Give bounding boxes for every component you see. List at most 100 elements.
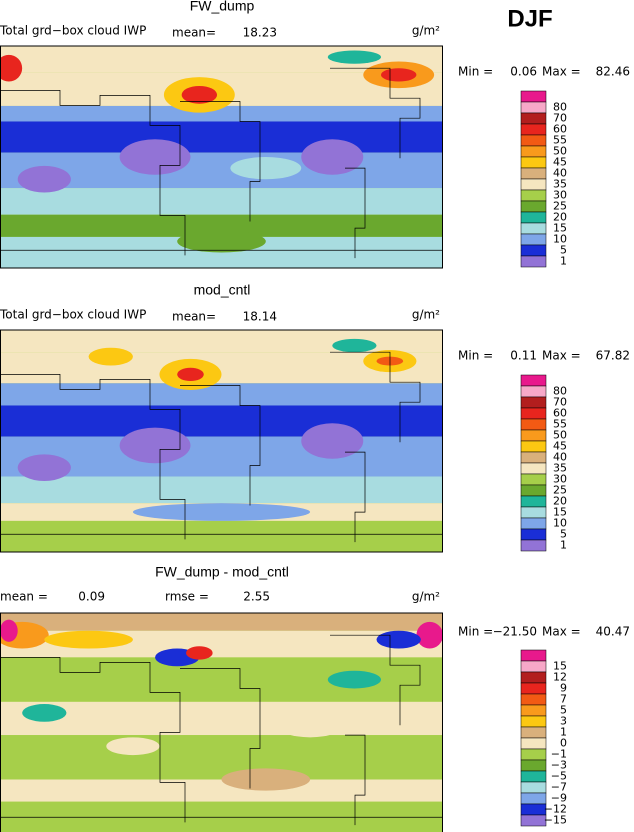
colorbar-label: 5 bbox=[560, 244, 567, 257]
min-label: Min = bbox=[458, 625, 493, 639]
colorbar-label: 50 bbox=[553, 145, 567, 158]
colorbar-box bbox=[520, 770, 547, 783]
colorbar-label: 45 bbox=[553, 440, 567, 453]
contour-band bbox=[0, 405, 443, 437]
contour-blob bbox=[186, 646, 213, 660]
colorbar-box bbox=[520, 682, 547, 695]
colorbar-label: 50 bbox=[553, 429, 567, 442]
colorbar-box bbox=[520, 244, 547, 257]
colorbar-label: 70 bbox=[553, 112, 567, 125]
colorbar-label: 70 bbox=[553, 396, 567, 409]
colorbar-label: 1 bbox=[560, 726, 567, 739]
contour-map bbox=[0, 613, 443, 832]
colorbar-label: 0 bbox=[560, 737, 567, 750]
colorbar-label: 10 bbox=[553, 233, 567, 246]
colorbar-label: 10 bbox=[553, 517, 567, 530]
colorbar-box bbox=[520, 145, 547, 158]
colorbar-label: 15 bbox=[553, 222, 567, 235]
colorbar-label: 5 bbox=[560, 528, 567, 541]
colorbar-label: 80 bbox=[553, 101, 567, 114]
colorbar-box bbox=[520, 385, 547, 398]
contour-blob bbox=[274, 710, 346, 738]
colorbar-box bbox=[520, 462, 547, 475]
max-label: Max = bbox=[542, 625, 581, 639]
colorbar-box bbox=[520, 660, 547, 673]
colorbar-label: −7 bbox=[551, 781, 567, 794]
contour-band bbox=[0, 476, 443, 504]
colorbar-label: 12 bbox=[553, 671, 567, 684]
colorbar-label: −15 bbox=[544, 814, 567, 827]
colorbar-label: 40 bbox=[553, 451, 567, 464]
colorbar-box bbox=[520, 748, 547, 761]
contour-band bbox=[0, 214, 443, 237]
min-label: Min = bbox=[458, 349, 493, 363]
contour-blob bbox=[327, 50, 381, 64]
contour-band bbox=[0, 383, 443, 406]
colorbar-label: −12 bbox=[544, 803, 567, 816]
colorbar-label: 20 bbox=[553, 495, 567, 508]
contour-blob bbox=[106, 737, 160, 756]
colorbar-box bbox=[520, 649, 547, 662]
colorbar-box bbox=[520, 101, 547, 114]
colorbar-label: 15 bbox=[553, 660, 567, 673]
colorbar-box bbox=[520, 90, 547, 103]
colorbar-box bbox=[520, 726, 547, 739]
contour-band bbox=[0, 330, 443, 353]
map-frame bbox=[0, 612, 443, 832]
max-value: 67.82 bbox=[596, 349, 630, 363]
stat-value: 2.55 bbox=[243, 590, 270, 604]
colorbar-box bbox=[520, 156, 547, 169]
contour-blob bbox=[327, 670, 381, 689]
contour-blob bbox=[376, 630, 421, 649]
contour-blob bbox=[416, 621, 443, 649]
contour-blob bbox=[88, 347, 133, 366]
colorbar-label: 80 bbox=[553, 385, 567, 398]
stat-label: mean = bbox=[0, 590, 48, 604]
contour-map bbox=[0, 330, 443, 552]
colorbar-box bbox=[520, 429, 547, 442]
stat-label: mean= bbox=[172, 26, 216, 40]
colorbar-box bbox=[520, 123, 547, 136]
colorbar-label: −3 bbox=[551, 759, 567, 772]
contour-blob bbox=[221, 768, 311, 791]
contour-blob bbox=[22, 704, 67, 722]
panel-title: FW_dump bbox=[190, 0, 255, 14]
contour-band bbox=[0, 801, 443, 832]
coastline bbox=[0, 67, 443, 259]
colorbar-box bbox=[520, 759, 547, 772]
colorbar-label: 1 bbox=[560, 539, 567, 552]
contour-blob bbox=[132, 503, 311, 521]
contour-blob bbox=[177, 367, 204, 382]
contour-blob bbox=[301, 423, 364, 459]
colorbar-box bbox=[520, 781, 547, 794]
colorbar-box bbox=[520, 211, 547, 224]
field-name: Total grd−box cloud IWP bbox=[0, 308, 146, 322]
colorbar-label: 30 bbox=[553, 189, 567, 202]
colorbar-box bbox=[520, 737, 547, 750]
contour-blob bbox=[17, 165, 71, 193]
contour-blob bbox=[119, 139, 191, 175]
contour-map bbox=[0, 46, 443, 268]
colorbar-box bbox=[520, 440, 547, 453]
contour-blob bbox=[230, 157, 302, 180]
colorbar-label: −1 bbox=[551, 748, 567, 761]
colorbar-box bbox=[520, 495, 547, 508]
colorbar-label: 3 bbox=[560, 715, 567, 728]
field-name: Total grd−box cloud IWP bbox=[0, 24, 146, 38]
panel-title: mod_cntl bbox=[194, 282, 251, 298]
colorbar-label: 45 bbox=[553, 156, 567, 169]
contour-blob bbox=[301, 139, 364, 175]
stat-label: rmse = bbox=[165, 590, 209, 604]
contour-blob bbox=[119, 427, 191, 464]
contour-band bbox=[0, 105, 443, 122]
colorbar-box bbox=[520, 189, 547, 202]
colorbar-box bbox=[520, 506, 547, 519]
stat-label: mean= bbox=[172, 310, 216, 324]
min-value: 0.06 bbox=[510, 65, 537, 79]
colorbar-box bbox=[520, 539, 547, 552]
colorbar-box bbox=[520, 715, 547, 728]
max-label: Max = bbox=[542, 65, 581, 79]
colorbar-box bbox=[520, 704, 547, 717]
contour-band bbox=[0, 613, 443, 631]
